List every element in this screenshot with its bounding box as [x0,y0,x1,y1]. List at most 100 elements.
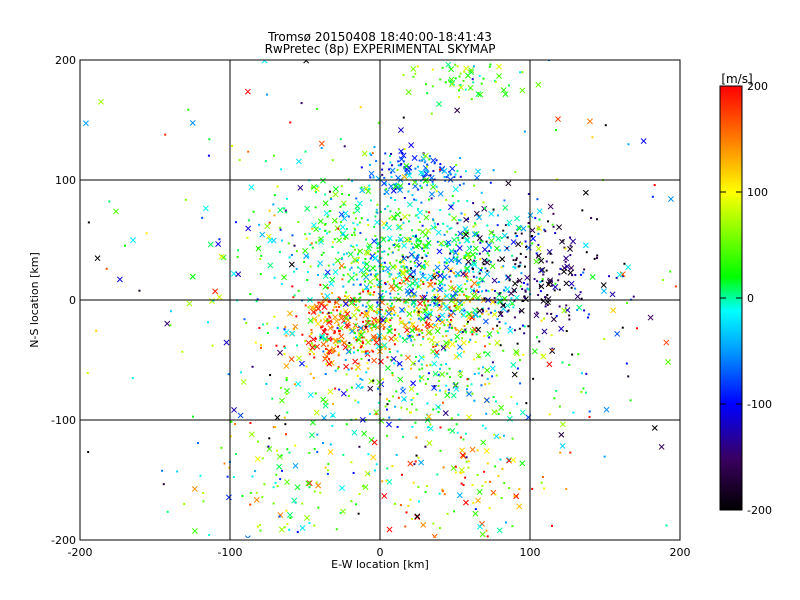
data-point-dot [326,215,329,218]
data-point-dot [410,242,413,245]
data-point-cross [549,348,556,354]
data-point-cross [495,235,502,242]
data-point-dot [344,266,347,269]
data-point-dot [454,250,457,253]
data-point-dot [367,472,370,475]
data-point-dot [487,313,490,316]
data-point-dot [651,195,654,198]
data-point-cross [373,339,380,346]
data-point-dot [402,116,405,119]
data-point-dot [381,236,384,239]
data-point-dot [369,199,372,202]
data-point-dot [285,211,288,214]
data-point-dot [364,262,367,265]
data-point-dot [355,503,358,506]
data-point-dot [469,87,472,90]
data-point-dot [307,255,310,258]
data-point-dot [305,237,308,240]
data-point-dot [412,256,415,259]
data-point-dot [461,232,464,235]
data-point-dot [369,293,372,296]
data-point-dot [236,255,239,258]
data-point-dot [477,290,480,293]
data-point-dot [328,358,331,361]
data-point-dot [384,348,387,351]
data-point-dot [385,398,388,401]
data-point-dot [234,221,237,224]
data-point-dot [464,295,467,298]
data-point-dot [506,247,509,250]
data-point-cross [504,302,511,309]
data-point-cross [364,261,370,267]
data-point-dot [398,261,401,264]
data-point-dot [383,176,386,179]
data-point-dot [451,298,454,301]
data-point-dot [356,278,359,281]
data-point-dot [348,328,351,331]
data-point-dot [423,302,426,305]
data-point-dot [498,321,501,324]
data-point-dot [489,181,492,184]
data-point-dot [495,410,498,413]
data-point-dot [373,291,376,294]
data-point-dot [422,153,425,156]
data-point-dot [381,315,384,318]
data-point-dot [232,476,235,479]
data-point-dot [342,233,345,236]
data-point-dot [492,396,495,399]
data-point-cross [386,224,393,231]
data-point-cross [342,301,349,307]
data-point-cross [264,223,271,230]
data-point-dot [516,402,519,405]
data-point-dot [474,223,477,226]
data-point-dot [569,244,572,247]
data-point-dot [437,411,440,414]
data-point-dot [486,535,489,538]
data-point-dot [393,502,396,505]
data-point-dot [334,301,337,304]
data-point-dot [456,170,459,173]
data-point-dot [459,436,462,439]
data-point-dot [319,336,322,339]
data-point-cross [476,307,483,314]
data-point-dot [363,336,366,339]
data-point-cross [431,274,438,281]
data-point-dot [207,154,210,157]
data-point-dot [367,187,370,190]
data-point-dot [460,303,463,306]
data-point-cross [390,187,397,194]
data-point-dot [401,386,404,389]
data-point-dot [372,322,375,325]
data-point-dot [367,292,370,295]
data-point-dot [430,312,433,315]
data-point-cross [365,319,372,326]
data-point-dot [453,510,456,513]
data-point-dot [368,152,371,155]
data-point-dot [267,445,270,448]
data-point-dot [410,248,413,251]
data-point-dot [311,344,314,347]
data-point-dot [292,328,295,331]
data-point-dot [516,280,519,283]
data-point-dot [382,378,385,381]
data-point-cross [358,267,365,274]
data-point-dot [429,423,432,426]
data-point-dot [580,297,583,300]
data-point-dot [324,347,327,350]
data-point-dot [356,223,359,226]
data-point-dot [469,263,472,266]
data-point-dot [475,289,478,292]
data-point-dot [202,500,205,503]
data-point-dot [470,98,473,101]
data-point-cross [466,390,472,397]
data-point-dot [466,199,469,202]
data-point-dot [328,315,331,318]
data-point-cross [464,236,471,243]
data-point-dot [350,343,353,346]
data-point-dot [326,303,329,306]
data-point-dot [500,237,503,240]
data-point-dot [364,350,367,353]
data-point-dot [305,365,308,368]
data-point-dot [285,376,288,379]
data-point-dot [458,184,461,187]
